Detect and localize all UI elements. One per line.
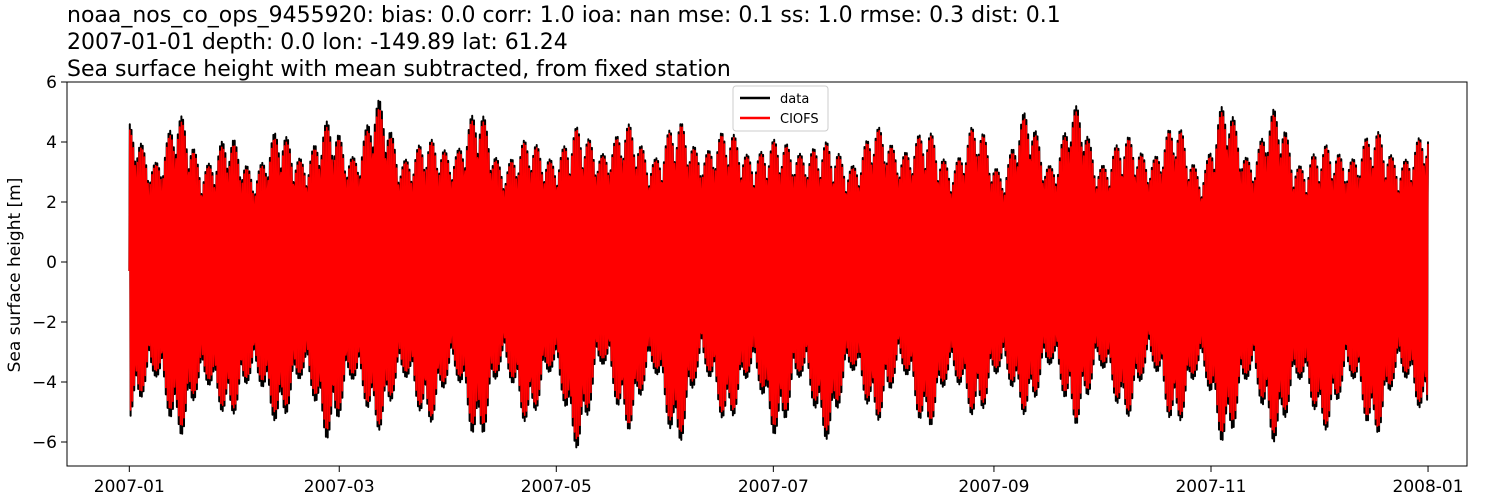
x-axis-ticks: 2007-01 2007-03 2007-05 2007-07 2007-09 2007-… [94, 466, 1464, 497]
legend-label-data: data [780, 92, 809, 107]
x-tick-label: 2008-01 [1393, 477, 1464, 497]
y-tick-label: −6 [32, 433, 57, 453]
y-tick-label: −2 [32, 313, 57, 333]
chart-title-line-2: 2007-01-01 depth: 0.0 lon: -149.89 lat: … [67, 30, 568, 55]
x-tick-label: 2007-05 [521, 477, 592, 497]
x-tick-label: 2007-07 [738, 477, 809, 497]
y-tick-label: 2 [46, 193, 57, 213]
y-axis-ticks: −6 −4 −2 0 2 4 6 [32, 73, 67, 453]
y-tick-label: −4 [32, 373, 57, 393]
plot-frame [66, 81, 1468, 467]
series-layer [128, 99, 1429, 449]
y-tick-label: 4 [46, 133, 57, 153]
chart-title-line-1: noaa_nos_co_ops_9455920: bias: 0.0 corr:… [67, 3, 1061, 28]
y-tick-label: 6 [46, 73, 57, 93]
chart-title-line-3: Sea surface height with mean subtracted,… [67, 57, 731, 82]
y-axis-label: Sea surface height [m] [5, 178, 25, 373]
x-tick-label: 2007-09 [958, 477, 1029, 497]
legend-label-ciofs: CIOFS [780, 112, 819, 127]
x-tick-label: 2007-11 [1175, 477, 1246, 497]
y-tick-label: 0 [46, 253, 57, 273]
legend: data CIOFS [732, 85, 829, 132]
series-line-ciofs [128, 109, 1429, 440]
x-tick-label: 2007-01 [94, 477, 165, 497]
x-tick-label: 2007-03 [304, 477, 375, 497]
